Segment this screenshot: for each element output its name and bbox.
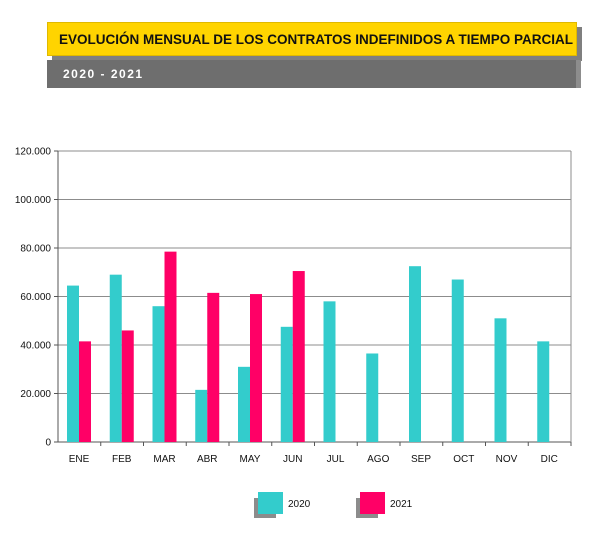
bar-2020-feb: [109, 274, 122, 442]
title-banner: EVOLUCIÓN MENSUAL DE LOS CONTRATOS INDEF…: [47, 22, 577, 56]
legend-label-2021: 2021: [390, 499, 413, 510]
y-tick-label: 80.000: [20, 244, 51, 255]
x-tick-label: ABR: [197, 454, 218, 465]
bar-2020-sep: [409, 266, 421, 442]
x-tick-label: AGO: [367, 454, 389, 465]
y-tick-label: 120.000: [15, 147, 52, 158]
legend-label-2020: 2020: [288, 499, 311, 510]
legend-swatch-2020: [258, 492, 283, 514]
bar-2020-abr: [195, 389, 208, 442]
x-tick-label: FEB: [112, 454, 132, 465]
legend-swatch-2021: [360, 492, 385, 514]
bar-2020-jun: [280, 326, 293, 442]
bar-2020-mar: [152, 306, 165, 442]
bar-2020-jul: [323, 301, 336, 442]
x-tick-label: JUN: [283, 454, 302, 465]
y-tick-label: 60.000: [20, 292, 51, 303]
bar-2021-jun: [292, 271, 305, 442]
x-tick-label: NOV: [496, 454, 518, 465]
y-tick-label: 0: [45, 438, 51, 449]
y-tick-label: 20.000: [20, 389, 51, 400]
years-label: 2020 - 2021: [63, 67, 144, 81]
chart-title: EVOLUCIÓN MENSUAL DE LOS CONTRATOS INDEF…: [59, 31, 574, 47]
x-tick-label: MAR: [153, 454, 175, 465]
y-tick-label: 100.000: [15, 195, 52, 206]
bar-2020-oct: [451, 279, 464, 442]
bar-2021-may: [250, 294, 262, 442]
bar-2020-ago: [366, 353, 379, 442]
bar-2020-ene: [67, 285, 79, 442]
bar-2021-ene: [79, 341, 91, 442]
years-bar: 2020 - 2021: [47, 60, 581, 88]
bar-2021-mar: [164, 251, 177, 442]
bar-2020-nov: [494, 318, 507, 442]
x-tick-label: ENE: [69, 454, 90, 465]
x-tick-label: JUL: [327, 454, 345, 465]
x-tick-label: MAY: [240, 454, 261, 465]
x-tick-label: DIC: [541, 454, 558, 465]
y-tick-label: 40.000: [20, 341, 51, 352]
bar-2020-may: [238, 366, 250, 442]
bar-2021-abr: [207, 292, 220, 442]
bar-2021-feb: [121, 330, 134, 442]
x-tick-label: OCT: [453, 454, 474, 465]
x-tick-label: SEP: [411, 454, 431, 465]
bar-2020-dic: [537, 341, 550, 442]
